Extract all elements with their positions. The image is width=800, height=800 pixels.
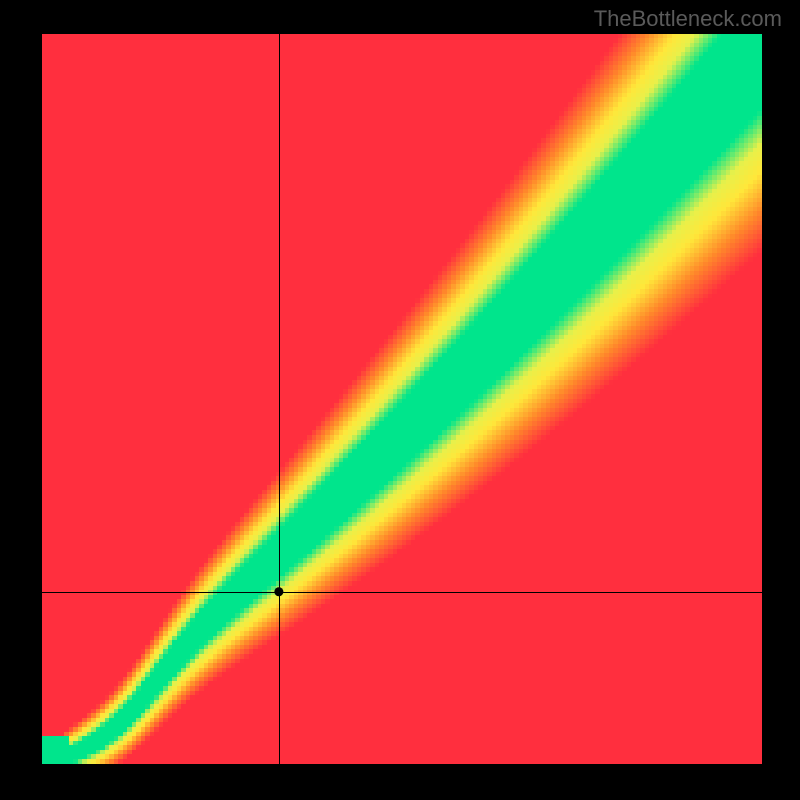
watermark-text: TheBottleneck.com	[594, 6, 782, 32]
bottleneck-heatmap	[42, 34, 762, 764]
